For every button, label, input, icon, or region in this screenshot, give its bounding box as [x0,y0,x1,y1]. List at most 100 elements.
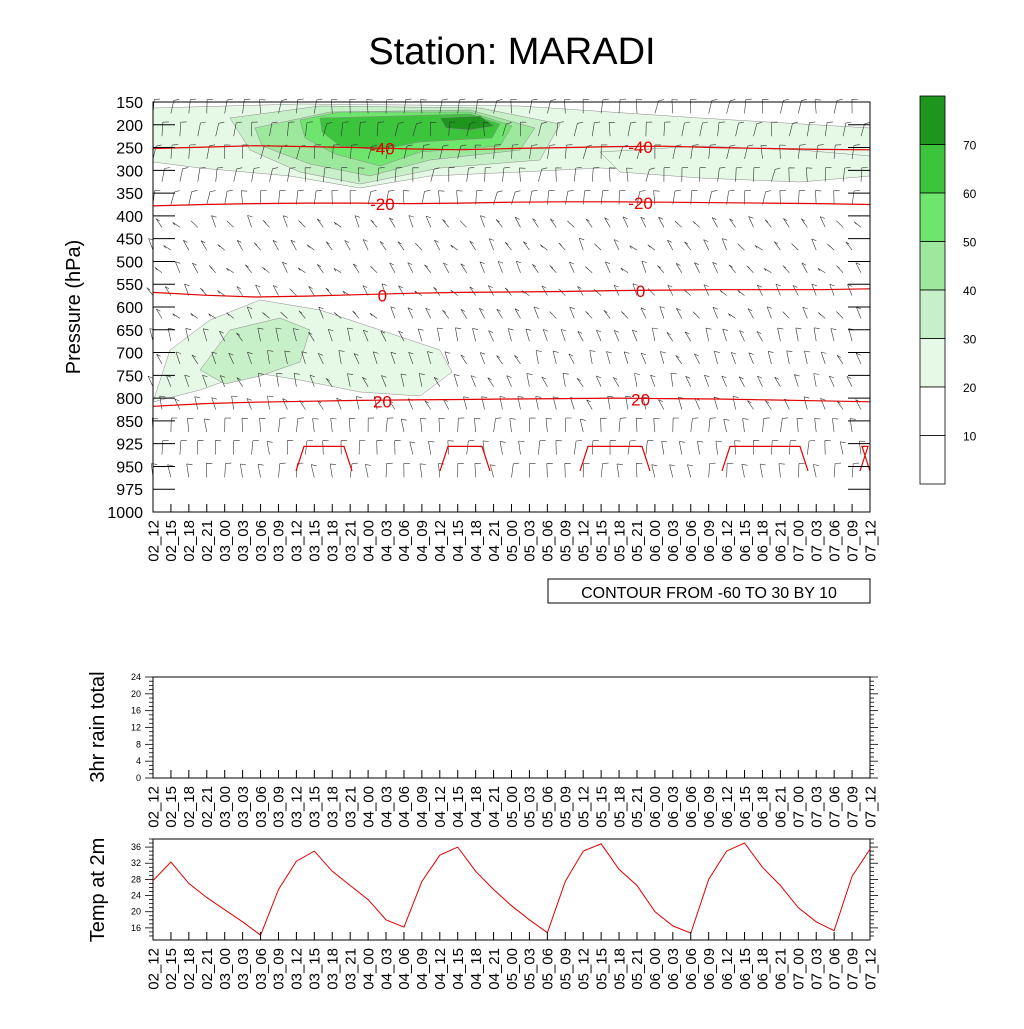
time-tick-label: 07_00 [791,786,808,828]
time-tick-label: 05_12 [576,948,593,990]
time-tick-label: 05_15 [593,520,610,562]
time-tick-label: 03_00 [217,948,234,990]
time-tick-label: 05_21 [629,948,646,990]
time-tick-label: 07_09 [844,786,861,828]
colorbar-tick-label: 10 [963,430,977,444]
time-axis-rain: 02_12 02_15 02_18 02_21 03_00 03_03 03_06 03_09… [145,770,879,828]
pressure-tick-label: 450 [116,232,143,249]
wind-speed-region [439,115,495,131]
time-tick-label: 04_15 [450,520,467,562]
time-tick-label: 02_21 [199,948,216,990]
time-tick-label: 04_21 [486,948,503,990]
time-tick-label: 04_00 [360,786,377,828]
time-tick-label: 03_15 [307,786,324,828]
pressure-tick-label: 600 [116,300,143,317]
time-tick-label: 03_09 [271,520,288,562]
time-tick-label: 04_06 [396,786,413,828]
colorbar-swatch [919,144,946,194]
time-tick-label: 05_12 [576,520,593,562]
time-tick-label: 05_00 [504,520,521,562]
temp-axis-label: Temp at 2m [87,838,109,942]
time-tick-label: 06_12 [719,786,736,828]
temp-tick-label: 24 [131,891,141,901]
colorbar-swatch [919,338,946,388]
time-tick-label: 04_12 [432,948,449,990]
time-tick-label: 02_18 [181,786,198,828]
pressure-tick-label: 500 [116,254,143,271]
colorbar-swatch [919,241,946,291]
time-tick-label: 06_06 [683,786,700,828]
time-tick-label: 06_09 [701,520,718,562]
time-tick-label: 03_18 [325,520,342,562]
colorbar-swatch [919,435,946,485]
time-tick-label: 06_12 [719,948,736,990]
time-tick-label: 04_12 [432,520,449,562]
time-tick-label: 06_15 [737,786,754,828]
contour-info-box [547,578,871,604]
rain-axis-label: 3hr rain total [87,671,109,782]
time-tick-label: 04_09 [414,786,431,828]
time-tick-label: 02_12 [145,786,162,828]
time-tick-label: 02_18 [181,948,198,990]
time-tick-label: 07_03 [809,786,826,828]
time-tick-label: 07_09 [844,948,861,990]
time-tick-label: 07_06 [826,948,843,990]
temperature-line [152,842,871,936]
time-tick-label: 03_12 [289,520,306,562]
time-tick-label: 05_00 [504,948,521,990]
time-tick-label: 04_09 [414,520,431,562]
colorbar-swatch [919,289,946,339]
time-tick-label: 06_21 [773,520,790,562]
pressure-tick-label: 150 [116,95,143,112]
colorbar-swatch [919,192,946,242]
temp-tick-label: 16 [131,923,141,933]
surface-contour [579,445,651,472]
pressure-tick-label: 700 [116,346,143,363]
wind-speed-fill [152,103,871,403]
contour-line [152,288,871,298]
time-tick-label: 05_06 [540,786,557,828]
rain-tick-label: 16 [131,706,141,716]
time-tick-label: 04_15 [450,786,467,828]
time-tick-label: 03_15 [307,948,324,990]
time-tick-label: 03_03 [235,786,252,828]
time-tick-label: 06_03 [665,520,682,562]
contour-line [152,145,871,151]
time-tick-label: 03_00 [217,786,234,828]
time-tick-label: 02_15 [163,948,180,990]
time-tick-label: 03_03 [235,520,252,562]
time-tick-label: 04_18 [468,948,485,990]
rain-tick-label: 24 [131,672,141,682]
time-tick-label: 06_12 [719,520,736,562]
surface-contour [439,445,491,472]
surface-contour [859,445,871,472]
time-tick-label: 05_09 [558,948,575,990]
time-tick-label: 06_18 [755,520,772,562]
contour-label: -20 [628,194,653,213]
time-axis-main: 02_12 02_15 02_18 02_21 03_00 03_03 03_06 03_09… [145,504,879,562]
time-tick-label: 07_12 [862,786,879,828]
pressure-tick-label: 850 [116,414,143,431]
surface-contour [295,445,353,472]
contour-label: -20 [370,195,395,214]
time-tick-label: 05_03 [522,520,539,562]
time-tick-label: 02_21 [199,520,216,562]
time-tick-label: 02_12 [145,948,162,990]
rain-tick-label: 4 [136,756,141,766]
time-tick-label: 04_06 [396,520,413,562]
time-tick-label: 06_09 [701,948,718,990]
time-tick-label: 05_03 [522,948,539,990]
temp-tick-label: 32 [131,858,141,868]
time-tick-label: 06_15 [737,520,754,562]
time-tick-label: 04_00 [360,520,377,562]
wind-speed-region [199,317,311,385]
colorbar-tick-label: 30 [963,333,977,347]
time-tick-label: 03_21 [342,948,359,990]
time-tick-label: 03_15 [307,520,324,562]
time-tick-label: 06_03 [665,948,682,990]
contour-label: 0 [636,282,645,301]
time-tick-label: 07_03 [809,948,826,990]
time-tick-label: 06_00 [647,520,664,562]
time-tick-label: 03_09 [271,786,288,828]
time-tick-label: 03_03 [235,948,252,990]
